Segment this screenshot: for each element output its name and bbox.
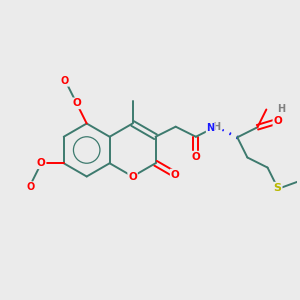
Text: H: H	[277, 104, 285, 114]
Text: O: O	[273, 116, 282, 126]
Text: O: O	[171, 169, 179, 179]
Text: O: O	[129, 92, 136, 100]
Text: O: O	[37, 158, 46, 168]
Text: O: O	[128, 172, 137, 182]
Text: O: O	[72, 98, 81, 108]
Text: O: O	[27, 182, 35, 192]
Text: H: H	[212, 122, 220, 132]
Text: N: N	[207, 123, 215, 133]
Text: O: O	[191, 152, 200, 162]
Text: S: S	[274, 183, 282, 193]
Text: O: O	[61, 76, 69, 86]
